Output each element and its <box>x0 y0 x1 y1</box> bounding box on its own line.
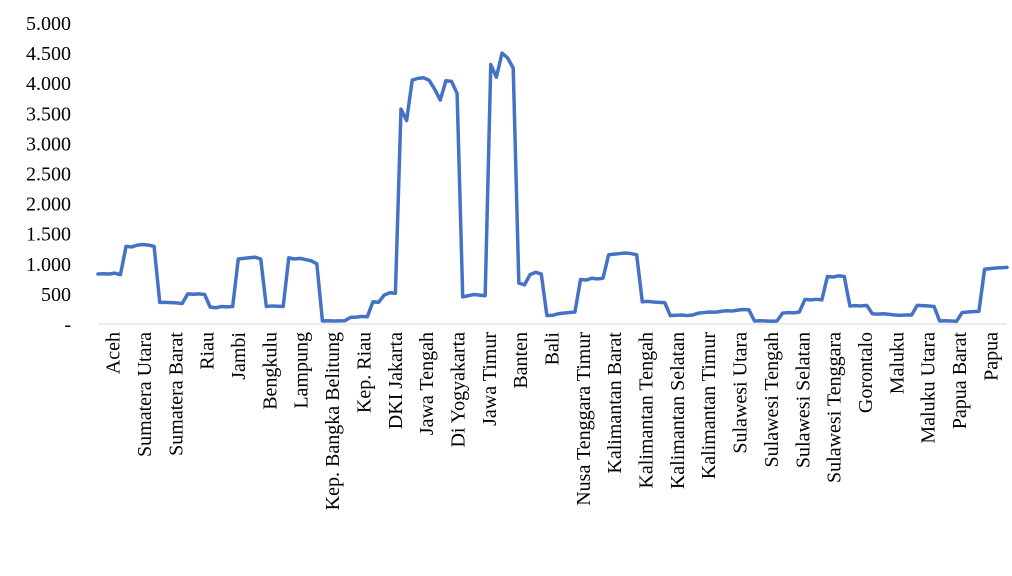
x-category-label: Sumatera Utara <box>134 332 156 457</box>
x-category-label: Jambi <box>228 332 250 380</box>
x-category-label: Banten <box>510 332 532 389</box>
y-axis-tick-labels: - 500 1.000 1.500 2.000 2.500 3.000 3.500 4.000 4… <box>26 13 71 336</box>
y-tick-label: 2.000 <box>26 194 71 216</box>
x-category-label: Papua Barat <box>949 332 971 430</box>
x-category-label: Kep. Riau <box>353 332 375 413</box>
x-category-label: Di Yogyakarta <box>448 332 470 448</box>
x-category-label: Kalimantan Tengah <box>636 332 658 489</box>
x-category-label: Maluku Utara <box>918 332 940 444</box>
y-tick-label: - <box>64 314 71 336</box>
x-category-label: Riau <box>197 332 219 370</box>
x-category-label: Gorontalo <box>855 332 877 413</box>
y-tick-label: 4.000 <box>26 73 71 95</box>
y-tick-label: 3.000 <box>26 133 71 155</box>
x-category-label: Aceh <box>103 332 125 374</box>
y-tick-label: 3.500 <box>26 103 71 125</box>
x-category-label: Lampung <box>291 332 313 409</box>
y-tick-label: 5.000 <box>26 13 71 35</box>
y-tick-label: 4.500 <box>26 43 71 65</box>
x-category-label: Sulawesi Utara <box>730 332 752 454</box>
x-category-label: Maluku <box>886 332 908 394</box>
x-category-label: Jawa Timur <box>479 332 501 426</box>
x-category-label: Kep. Bangka Belitung <box>322 332 344 510</box>
x-category-label: Bali <box>542 332 564 366</box>
x-category-label: Kalimantan Timur <box>698 332 720 480</box>
x-category-label: Jawa Tengah <box>416 332 438 435</box>
x-category-label: Sumatera Barat <box>165 332 187 456</box>
x-category-label: Sulawesi Tengah <box>761 332 783 467</box>
x-category-label: Bengkulu <box>259 332 281 410</box>
y-tick-label: 1.000 <box>26 254 71 276</box>
y-tick-label: 1.500 <box>26 224 71 246</box>
y-tick-label: 2.500 <box>26 164 71 186</box>
y-tick-label: 500 <box>41 284 71 306</box>
x-category-label: Sulawesi Tenggara <box>824 332 846 483</box>
x-category-label: DKI Jakarta <box>385 332 407 429</box>
x-category-label: Sulawesi Selatan <box>792 332 814 468</box>
x-category-label: Papua <box>980 332 1002 381</box>
series-line <box>96 51 1009 324</box>
x-category-label: Kalimantan Selatan <box>667 332 689 489</box>
x-category-label: Nusa Tenggara Timur <box>573 332 595 506</box>
x-axis-category-labels: Aceh Sumatera Utara Sumatera Barat Riau Jamb… <box>103 332 1003 511</box>
x-category-label: Kalimantan Barat <box>604 332 626 474</box>
